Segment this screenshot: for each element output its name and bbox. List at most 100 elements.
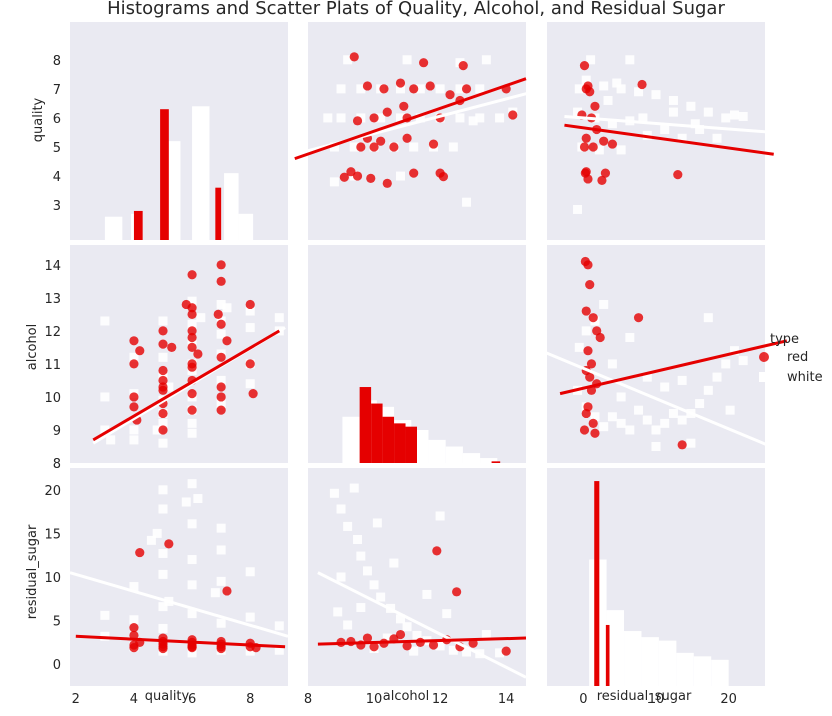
legend-item-white: white — [787, 370, 823, 385]
scatter-point-white — [574, 342, 584, 352]
scatter-point-white — [158, 504, 168, 514]
y-tick-label-alcohol: 12 — [44, 325, 61, 340]
scatter-point-red — [508, 110, 518, 120]
scatter-point-red — [187, 270, 197, 280]
scatter-point-white — [129, 425, 139, 435]
scatter-point-white — [481, 630, 491, 640]
regression-line-red — [92, 329, 281, 442]
legend-marker-red — [759, 352, 769, 362]
x-tick-label-residual_sugar: 0 — [579, 692, 587, 707]
scatter-point-white — [389, 558, 399, 568]
scatter-point-red — [158, 326, 168, 336]
scatter-point-white — [336, 504, 346, 514]
scatter-point-red — [193, 349, 203, 359]
scatter-point-white — [158, 623, 168, 633]
scatter-point-white — [475, 113, 485, 123]
scatter-point-white — [725, 405, 735, 415]
scatter-point-red — [673, 170, 683, 180]
scatter-point-white — [274, 645, 284, 655]
panel-residual_sugar-vs-quality: 0 5 10 15 20 2 4 6 8 — [44, 468, 289, 707]
scatter-point-white — [356, 551, 366, 561]
scatter-point-white — [599, 422, 609, 432]
hist-bar-white — [711, 659, 729, 686]
scatter-point-white — [660, 418, 670, 428]
scatter-point-white — [625, 332, 635, 342]
scatter-point-red — [216, 643, 226, 654]
scatter-point-white — [245, 612, 255, 622]
scatter-point-white — [369, 580, 379, 590]
scatter-point-red — [135, 346, 145, 356]
scatter-point-white — [409, 646, 419, 656]
hist-bar-red — [394, 423, 406, 463]
scatter-point-white — [651, 441, 661, 451]
panel-quality-vs-quality: 3 4 5 6 7 8 — [53, 22, 288, 240]
scatter-point-red — [588, 142, 598, 152]
y-tick-label-residual_sugar: 10 — [44, 571, 61, 586]
scatter-point-white — [216, 399, 226, 409]
hist-bar-white — [676, 652, 694, 686]
scatter-point-red — [588, 313, 598, 323]
scatter-point-white — [435, 641, 445, 651]
scatter-point-white — [599, 81, 609, 91]
hist-bar-red — [359, 387, 372, 463]
y-tick-label-quality: 5 — [53, 141, 61, 156]
x-axis-label-alcohol: alcohol — [383, 689, 429, 704]
scatter-point-white — [376, 592, 386, 602]
scatter-point-white — [616, 418, 626, 428]
regression-line-red — [559, 339, 788, 396]
scatter-point-red — [586, 359, 597, 369]
hist-bar-white — [624, 631, 642, 686]
scatter-point-white — [100, 610, 110, 620]
hist-bar-white — [192, 106, 210, 240]
scatter-point-red — [181, 299, 191, 310]
scatter-point-white — [409, 142, 419, 152]
scatter-point-red — [382, 178, 392, 188]
scatter-point-red — [352, 116, 363, 126]
scatter-point-red — [187, 332, 197, 343]
scatter-point-white — [343, 521, 353, 531]
hist-bar-white — [693, 656, 712, 686]
scatter-point-white — [462, 647, 472, 657]
scatter-point-red — [581, 306, 591, 316]
scatter-point-white — [100, 392, 110, 402]
scatter-point-red — [409, 168, 419, 178]
scatter-point-white — [448, 645, 458, 655]
hist-bar-white — [606, 610, 625, 686]
scatter-point-white — [129, 352, 139, 362]
scatter-point-white — [129, 435, 139, 445]
scatter-point-white — [435, 511, 445, 521]
panel-background — [547, 22, 765, 240]
scatter-point-red — [633, 313, 644, 323]
scatter-point-red — [395, 629, 406, 640]
hist-bar-red — [594, 481, 600, 686]
scatter-point-white — [245, 567, 255, 577]
chart-title: Histograms and Scatter Plats of Quality,… — [107, 0, 725, 19]
scatter-point-red — [158, 425, 168, 435]
scatter-point-red — [379, 84, 389, 94]
scatter-point-white — [187, 555, 197, 565]
hist-bar-white — [342, 416, 360, 463]
x-tick-label-alcohol: 8 — [304, 692, 312, 707]
scatter-point-red — [579, 425, 590, 435]
scatter-point-white — [187, 319, 197, 329]
scatter-point-white — [158, 352, 168, 362]
scatter-point-white — [668, 107, 678, 117]
scatter-point-white — [634, 405, 644, 415]
scatter-point-red — [129, 359, 139, 369]
scatter-point-white — [603, 95, 613, 105]
hist-bar-red — [133, 210, 143, 240]
scatter-point-red — [187, 643, 197, 653]
scatter-point-red — [187, 405, 197, 415]
scatter-point-red — [583, 260, 593, 270]
scatter-point-white — [158, 418, 168, 428]
scatter-point-white — [329, 142, 339, 152]
scatter-point-red — [382, 107, 392, 117]
scatter-point-white — [329, 177, 339, 187]
scatter-point-white — [721, 113, 731, 123]
scatter-point-white — [274, 313, 284, 323]
scatter-point-white — [106, 435, 116, 445]
scatter-point-white — [187, 609, 197, 619]
regression-line-red — [294, 77, 527, 161]
panel-background — [308, 22, 526, 240]
scatter-point-red — [389, 142, 399, 152]
